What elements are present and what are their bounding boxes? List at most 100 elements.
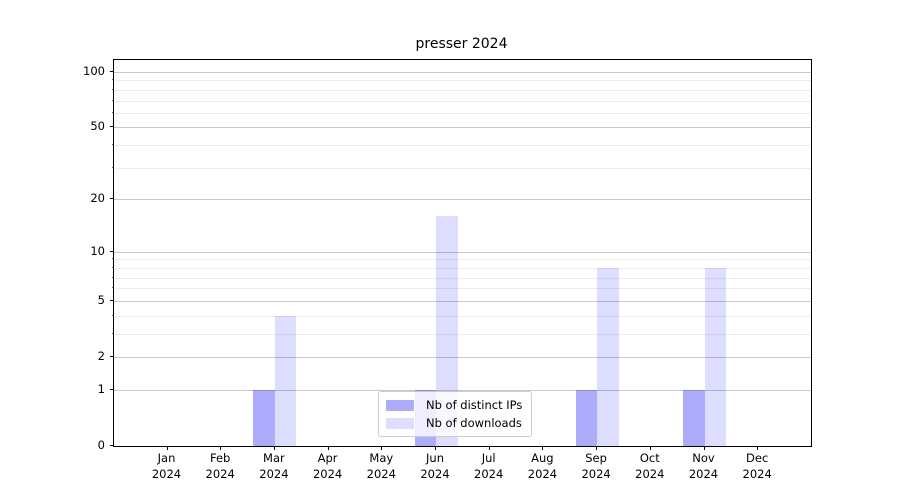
x-tick-year: 2024 (474, 467, 504, 481)
x-tick-label-jan: Jan 2024 (139, 450, 195, 482)
y-tick-mark (110, 299, 114, 301)
x-tick-mark (703, 446, 705, 450)
x-tick-mark (327, 446, 329, 450)
y-tick-mark (110, 71, 114, 72)
x-tick-year: 2024 (151, 467, 182, 481)
y-minor-tick-mark (112, 144, 114, 146)
y-tick-mark (110, 388, 114, 390)
x-tick-year: 2024 (635, 467, 665, 481)
gridline-minor (114, 100, 811, 102)
x-tick-mark (435, 446, 436, 450)
y-tick-mark (110, 445, 114, 446)
x-tick-label-sep: Sep 2024 (568, 450, 624, 482)
x-tick-label-apr: Apr 2024 (300, 450, 356, 482)
x-tick-mark (542, 446, 544, 450)
x-tick-month: Jun (426, 451, 444, 465)
x-tick-year: 2024 (420, 467, 450, 481)
x-tick-month: Jul (481, 451, 496, 465)
x-tick-month: May (369, 451, 394, 465)
legend-swatch-downloads (386, 417, 414, 429)
bar-distinct-ips-mar (253, 389, 275, 446)
x-tick-mark (649, 446, 651, 450)
gridline-major (114, 127, 811, 129)
gridline-major (114, 199, 811, 201)
x-tick-label-dec: Dec 2024 (729, 450, 785, 482)
y-tick-mark (110, 126, 114, 128)
x-tick-label-oct: Oct 2024 (622, 450, 678, 482)
gridline-minor (114, 259, 811, 261)
gridline-major (114, 300, 811, 302)
x-tick-mark (757, 446, 759, 450)
y-minor-tick-mark (112, 166, 114, 168)
legend: Nb of distinct IPs Nb of downloads (378, 391, 533, 437)
chart-title: presser 2024 (415, 36, 508, 52)
y-tick-label: 1 (97, 381, 105, 396)
gridline-minor (114, 333, 811, 335)
y-tick-label: 10 (90, 243, 105, 258)
x-tick-label-nov: Nov 2024 (676, 450, 732, 482)
x-tick-month: Mar (263, 451, 285, 465)
y-tick-mark (110, 356, 114, 357)
gridline-minor (114, 112, 811, 114)
gridline-minor (114, 89, 811, 91)
x-tick-mark (220, 446, 222, 450)
x-tick-year: 2024 (205, 467, 235, 481)
bar-downloads-mar (274, 315, 297, 446)
y-minor-tick-mark (112, 266, 114, 268)
legend-label: Nb of distinct IPs (426, 398, 523, 412)
bar-downloads-jun (436, 216, 458, 446)
legend-item-downloads: Nb of downloads (386, 414, 522, 432)
legend-swatch-distinct-ips (386, 399, 414, 411)
x-tick-year: 2024 (527, 467, 558, 481)
x-tick-month: Apr (317, 451, 338, 465)
gridline-minor (114, 80, 811, 82)
y-minor-tick-mark (112, 332, 114, 334)
gridline-major (114, 251, 811, 253)
y-tick-label: 20 (90, 191, 105, 206)
bar-downloads-sep (597, 267, 619, 446)
bar-distinct-ips-nov (683, 389, 705, 446)
y-minor-tick-mark (112, 314, 114, 316)
x-tick-month: Dec (746, 451, 769, 465)
gridline-minor (114, 277, 811, 279)
x-tick-year: 2024 (581, 467, 611, 481)
x-tick-label-jul: Jul 2024 (461, 450, 517, 482)
y-tick-label: 50 (90, 119, 105, 134)
x-tick-year: 2024 (688, 467, 719, 481)
gridline-minor (114, 267, 811, 269)
x-tick-year: 2024 (259, 467, 289, 481)
y-tick-label: 100 (83, 64, 105, 78)
bar-downloads-nov (704, 267, 726, 446)
x-tick-month: Oct (639, 451, 660, 465)
x-tick-mark (488, 446, 490, 450)
x-tick-year: 2024 (742, 467, 772, 481)
y-minor-tick-mark (112, 88, 114, 90)
y-minor-tick-mark (112, 258, 114, 260)
y-tick-label: 2 (97, 349, 105, 363)
gridline-major (114, 389, 811, 391)
gridline-minor (114, 288, 811, 290)
x-tick-label-aug: Aug 2024 (514, 450, 570, 482)
x-tick-month: Sep (585, 451, 607, 465)
legend-item-distinct-ips: Nb of distinct IPs (386, 396, 522, 414)
x-tick-year: 2024 (312, 467, 343, 481)
y-minor-tick-mark (112, 99, 114, 101)
plot-area (113, 59, 812, 447)
gridline-minor (114, 167, 811, 169)
x-tick-mark (596, 446, 598, 450)
x-tick-month: Jan (157, 451, 176, 465)
y-tick-label: 5 (97, 292, 105, 307)
x-tick-mark (166, 446, 168, 450)
x-tick-mark (273, 446, 275, 450)
x-tick-label-mar: Mar 2024 (246, 450, 302, 482)
x-tick-label-may: May 2024 (353, 450, 409, 482)
y-tick-mark (110, 250, 114, 252)
gridline-minor (114, 145, 811, 147)
x-tick-month: Nov (692, 451, 715, 465)
bar-distinct-ips-sep (575, 389, 598, 446)
x-tick-month: Aug (531, 451, 554, 465)
gridline-major (114, 72, 811, 73)
x-tick-mark (381, 446, 383, 450)
gridline-minor (114, 315, 811, 317)
